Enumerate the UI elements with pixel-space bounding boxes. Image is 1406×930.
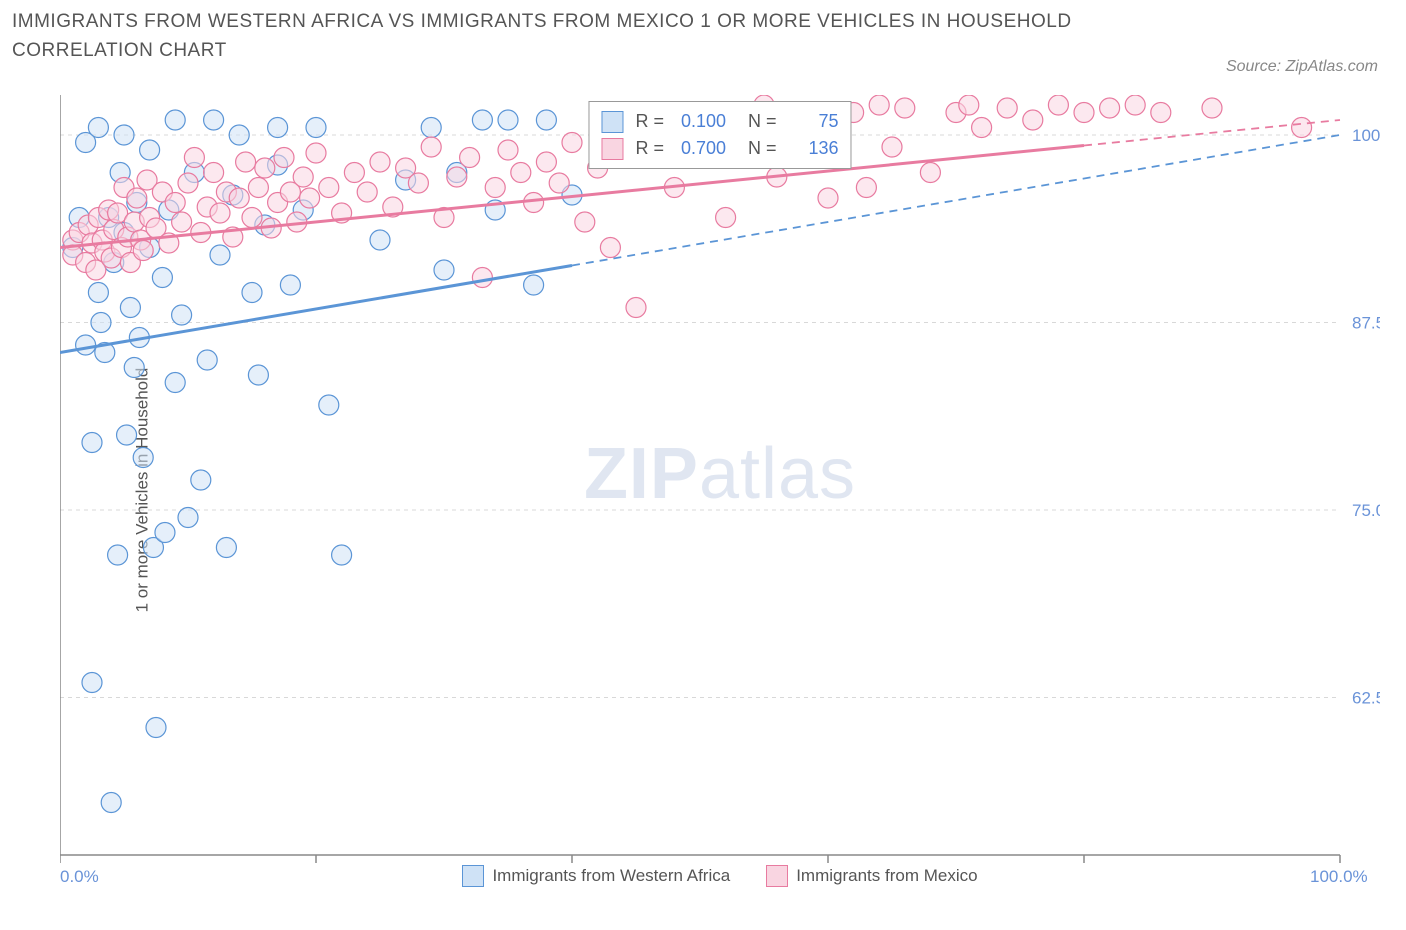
legend-label-2: Immigrants from Mexico xyxy=(796,866,977,886)
svg-text:100.0%: 100.0% xyxy=(1352,126,1380,145)
legend-item-2: Immigrants from Mexico xyxy=(766,865,977,887)
swatch-series-1 xyxy=(601,111,623,133)
svg-text:75.0%: 75.0% xyxy=(1352,501,1380,520)
series-legend: Immigrants from Western Africa Immigrant… xyxy=(60,865,1380,887)
x-axis-max-label: 100.0% xyxy=(1310,867,1368,887)
scatter-chart: 62.5% 75.0% 87.5% 100.0% xyxy=(60,95,1380,885)
legend-label-1: Immigrants from Western Africa xyxy=(492,866,730,886)
svg-text:62.5%: 62.5% xyxy=(1352,689,1380,708)
legend-item-1: Immigrants from Western Africa xyxy=(462,865,730,887)
stats-row-series-2: R =0.700 N =136 xyxy=(601,135,838,162)
stats-row-series-1: R =0.100 N =75 xyxy=(601,108,838,135)
swatch-series-2 xyxy=(766,865,788,887)
svg-text:87.5%: 87.5% xyxy=(1352,314,1380,333)
chart-container: 1 or more Vehicles in Household 62.5%75.… xyxy=(30,95,1390,885)
chart-title: IMMIGRANTS FROM WESTERN AFRICA VS IMMIGR… xyxy=(0,0,1100,69)
stats-legend-box: R =0.100 N =75 R =0.700 N =136 xyxy=(588,101,851,169)
swatch-series-2 xyxy=(601,138,623,160)
swatch-series-1 xyxy=(462,865,484,887)
x-axis-min-label: 0.0% xyxy=(60,867,99,887)
plot-area: 62.5%75.0%87.5%100.0% ZIPatlas R =0.100 … xyxy=(60,95,1380,885)
source-attribution: Source: ZipAtlas.com xyxy=(1226,58,1378,76)
